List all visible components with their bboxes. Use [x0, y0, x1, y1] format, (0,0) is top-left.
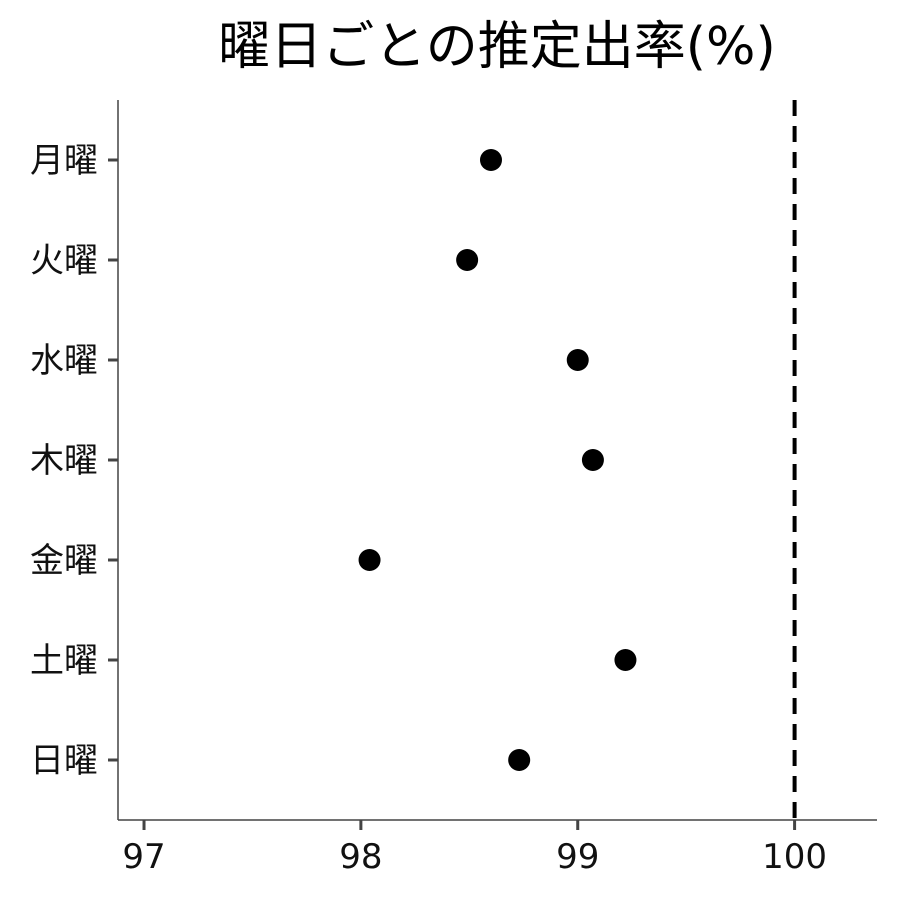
data-points	[358, 149, 637, 771]
x-tick-label: 97	[122, 837, 165, 877]
x-axis-ticks: 97 98 99 100	[122, 820, 827, 877]
data-point	[456, 249, 479, 271]
y-tick-label: 木曜	[30, 441, 98, 481]
y-tick-label: 土曜	[30, 641, 98, 681]
chart-title: 曜日ごとの推定出率(%)	[218, 17, 775, 77]
data-point	[508, 749, 531, 771]
data-point	[479, 149, 502, 171]
y-tick-label: 火曜	[30, 241, 98, 281]
x-tick-label: 99	[556, 837, 599, 877]
y-tick-label: 月曜	[30, 141, 98, 181]
data-point	[614, 649, 637, 671]
x-tick-label: 98	[339, 837, 382, 877]
data-point	[566, 349, 589, 371]
y-tick-label: 水曜	[30, 341, 98, 381]
data-point	[581, 449, 604, 471]
data-point	[358, 549, 381, 571]
y-tick-label: 日曜	[30, 741, 98, 781]
x-tick-label: 100	[762, 837, 827, 877]
y-tick-label: 金曜	[30, 541, 98, 581]
